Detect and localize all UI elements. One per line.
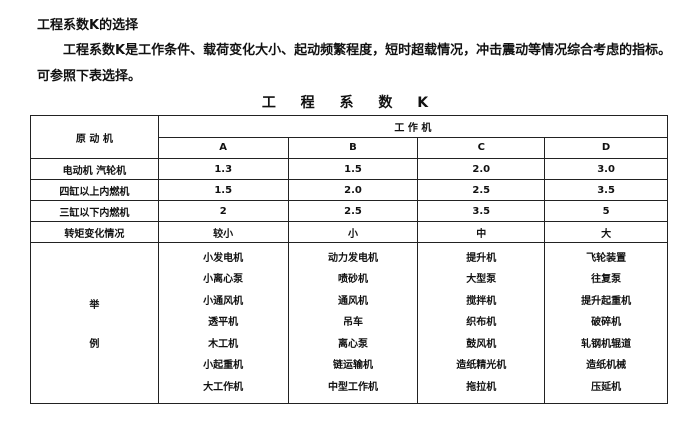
examples-row: 举 例 小发电机 小离心泵 小通风机 透平机 木工机 小起重机 大工作机 动力发…	[30, 242, 668, 404]
row-label: 电动机 汽轮机	[30, 158, 159, 180]
example-item: 大工作机	[203, 381, 244, 393]
example-item: 轧钢机辊道	[581, 338, 632, 350]
cell: 3.5	[544, 179, 668, 201]
example-item: 造纸机械	[586, 360, 627, 372]
example-item: 透平机	[208, 317, 239, 329]
prime-mover-header: 原 动 机	[30, 115, 159, 159]
example-item: 鼓风机	[466, 338, 497, 350]
cell: 5	[544, 200, 668, 222]
example-item: 拖拉机	[466, 381, 497, 393]
table-row: 转矩变化情况 较小 小 中 大	[30, 221, 668, 243]
cell: 1.3	[157, 158, 289, 180]
example-item: 大型泵	[466, 274, 497, 286]
cell: 1.5	[287, 158, 419, 180]
example-item: 破碎机	[591, 317, 622, 329]
table-row: 电动机 汽轮机 1.3 1.5 2.0 3.0	[30, 158, 668, 180]
table-row: 三缸以下内燃机 2 2.5 3.5 5	[30, 200, 668, 222]
example-item: 小起重机	[203, 360, 244, 372]
example-item: 搅拌机	[466, 295, 497, 307]
cell: 2.0	[287, 179, 419, 201]
cell: 小	[287, 221, 419, 243]
row-label: 三缸以下内燃机	[30, 200, 159, 222]
example-item: 离心泵	[337, 338, 368, 350]
cell: 3.5	[417, 200, 546, 222]
table-row: 四缸以上内燃机 1.5 2.0 2.5 3.5	[30, 179, 668, 201]
col-c: C	[417, 136, 546, 159]
cell: 大	[544, 221, 668, 243]
example-item: 通风机	[337, 295, 368, 307]
row-label: 转矩变化情况	[30, 221, 159, 243]
col-d: D	[544, 136, 668, 159]
cell: 中	[417, 221, 546, 243]
example-item: 小离心泵	[203, 274, 244, 286]
example-item: 喷砂机	[337, 274, 368, 286]
example-item: 压延机	[591, 381, 622, 393]
example-item: 提升机	[466, 252, 497, 264]
example-item: 动力发电机	[327, 252, 378, 264]
header-row: 原 动 机 工 作 机	[30, 115, 669, 159]
cell: 1.5	[157, 179, 289, 201]
col-a: A	[157, 136, 289, 159]
examples-label: 举 例	[30, 242, 159, 404]
col-b: B	[287, 136, 419, 159]
examples-b: 动力发电机 喷砂机 通风机 吊车 离心泵 链运输机 中型工作机	[287, 242, 419, 404]
cell: 2	[157, 200, 289, 222]
examples-c: 提升机 大型泵 搅拌机 织布机 鼓风机 造纸精光机 拖拉机	[417, 242, 546, 404]
table-title: 工 程 系 数 K	[261, 95, 439, 111]
example-item: 吊车	[342, 317, 363, 329]
column-letters-row: A B C D	[31, 136, 668, 159]
example-item: 链运输机	[332, 360, 373, 372]
cell: 3.0	[544, 158, 668, 180]
cell: 2.5	[417, 179, 546, 201]
examples-label-char: 举	[89, 300, 100, 311]
examples-label-char: 例	[89, 339, 100, 350]
cell: 2.0	[417, 158, 546, 180]
intro-paragraph: 工程系数K是工作条件、载荷变化大小、起动频繁程度，短时超载情况，冲击震动等情况综…	[37, 43, 672, 84]
example-item: 小发电机	[203, 252, 244, 264]
examples-d: 飞轮装置 往复泵 提升起重机 破碎机 轧钢机辊道 造纸机械 压延机	[544, 242, 668, 404]
cell: 较小	[157, 221, 289, 243]
working-machine-header: 工 作 机	[157, 115, 669, 138]
example-item: 织布机	[466, 317, 497, 329]
example-item: 小通风机	[203, 295, 244, 307]
example-item: 木工机	[208, 338, 239, 350]
example-item: 造纸精光机	[456, 360, 507, 372]
example-item: 提升起重机	[581, 295, 632, 307]
example-item: 中型工作机	[327, 381, 378, 393]
section-heading: 工程系数K的选择	[37, 18, 139, 33]
examples-a: 小发电机 小离心泵 小通风机 透平机 木工机 小起重机 大工作机	[157, 242, 289, 404]
example-item: 飞轮装置	[586, 252, 627, 264]
row-label: 四缸以上内燃机	[30, 179, 159, 201]
coefficient-table: 原 动 机 工 作 机 A B C D 电动机 汽轮机 1.3 1.5 2.0 …	[30, 115, 669, 404]
example-item: 往复泵	[591, 274, 622, 286]
cell: 2.5	[287, 200, 419, 222]
